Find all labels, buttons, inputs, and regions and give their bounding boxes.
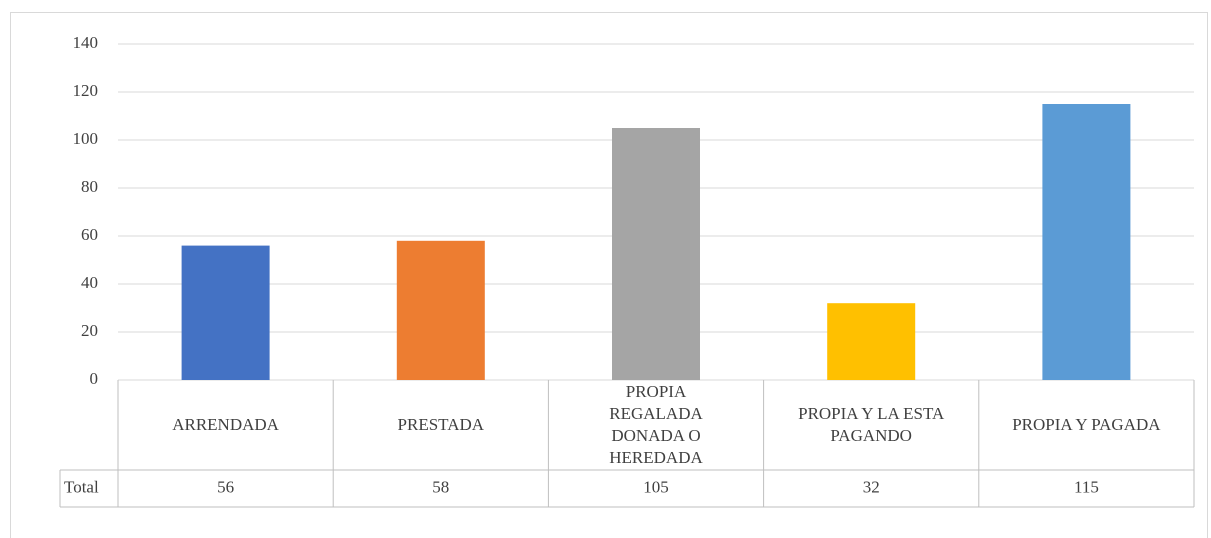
y-tick-label: 0 (90, 369, 99, 388)
y-tick-label: 60 (81, 225, 98, 244)
table-value: 56 (217, 477, 234, 496)
category-label: PRESTADA (397, 415, 485, 434)
y-tick-label: 100 (73, 129, 99, 148)
category-label: PROPIA Y PAGADA (1012, 415, 1161, 434)
y-tick-label: 140 (73, 33, 99, 52)
bar (827, 303, 916, 380)
category-label: ARRENDADA (172, 415, 279, 434)
table-value: 32 (863, 477, 880, 496)
series-label: Total (64, 477, 99, 496)
category-label: PROPIA REGALADA DONADA O HEREDADA (609, 382, 703, 467)
bar (396, 240, 485, 380)
category-label: PROPIA Y LA ESTA PAGANDO (798, 404, 945, 445)
y-tick-label: 20 (81, 321, 98, 340)
bar (612, 128, 700, 380)
y-tick-label: 120 (73, 81, 99, 100)
table-value: 115 (1074, 477, 1099, 496)
table-value: 105 (643, 477, 669, 496)
table-value: 58 (432, 477, 449, 496)
y-tick-label: 80 (81, 177, 98, 196)
y-tick-label: 40 (81, 273, 98, 292)
bar (1042, 104, 1131, 380)
bar (181, 245, 270, 380)
chart-border (10, 12, 1208, 538)
